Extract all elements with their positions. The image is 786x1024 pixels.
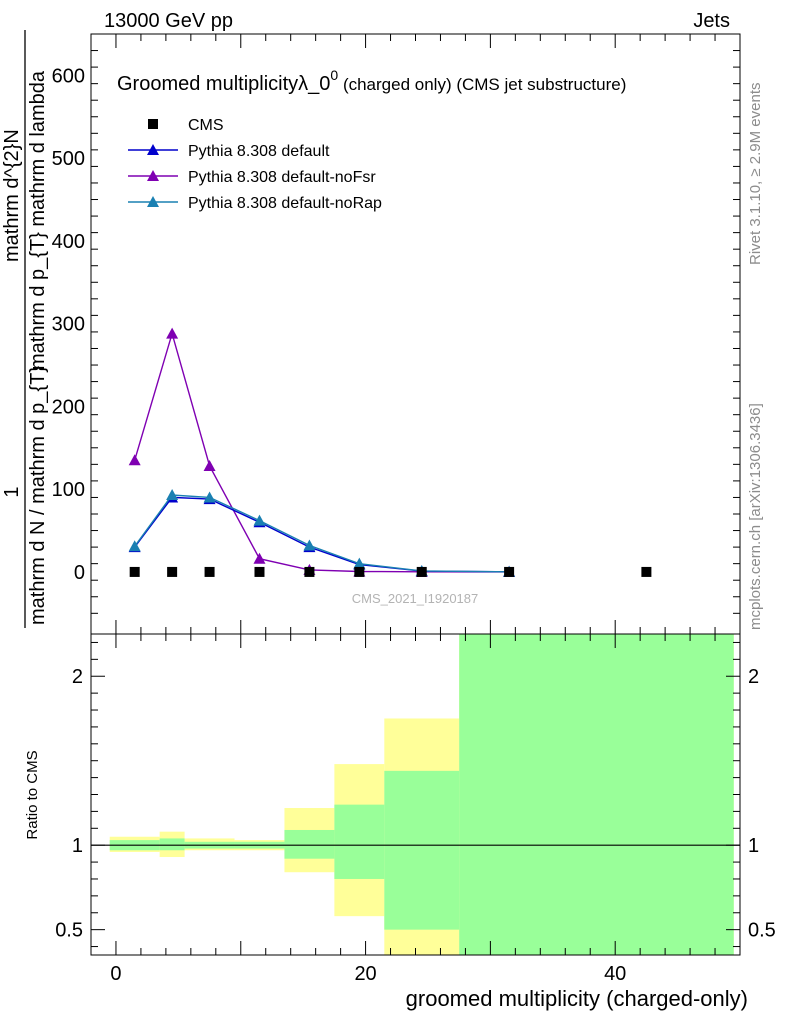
ratio-band-inner xyxy=(384,770,460,930)
data-point xyxy=(641,566,652,577)
ratio-ylabel: Ratio to CMS xyxy=(24,750,41,839)
legend-label: Pythia 8.308 default xyxy=(188,143,330,160)
main-marks xyxy=(128,327,652,577)
series-point xyxy=(166,488,179,500)
legend-label: Pythia 8.308 default-noFsr xyxy=(188,169,376,186)
main-axes: 0 100 200 300 400 500 600 xyxy=(52,33,741,634)
legend-item: Pythia 8.308 default xyxy=(128,143,330,160)
series-point xyxy=(253,552,266,564)
category-label: Jets xyxy=(693,10,730,32)
legend-marker xyxy=(147,170,159,181)
data-point xyxy=(504,566,515,577)
ratio-band-inner xyxy=(284,829,335,859)
series-point xyxy=(128,540,141,552)
main-ytick-label: 500 xyxy=(52,148,85,170)
xlabel: groomed multiplicity (charged-only) xyxy=(406,986,748,1011)
legend-item: CMS xyxy=(148,117,224,134)
series-3 xyxy=(128,488,516,577)
main-title-sup: 0 xyxy=(330,67,338,83)
main-ytick-label: 200 xyxy=(52,396,85,418)
watermark: CMS_2021_I1920187 xyxy=(352,591,479,606)
main-ytick-label: 300 xyxy=(52,314,85,336)
ratio-xtick-label: 40 xyxy=(604,963,626,985)
legend: CMS Pythia 8.308 default Pythia 8.308 defa… xyxy=(128,117,382,212)
main-title-main: Groomed multiplicityλ_0 xyxy=(117,73,330,95)
ratio-panel: 0.5 0.51 12 20 20 40 Ratio to CMS groomed mul… xyxy=(24,633,776,1011)
series-point xyxy=(303,539,316,551)
ratio-xtick-label: 20 xyxy=(354,963,376,985)
ratio-axes: 0.5 0.51 12 20 20 40 xyxy=(55,634,776,985)
legend-item: Pythia 8.308 default-noRap xyxy=(128,195,382,212)
series-point xyxy=(253,514,266,526)
legend-label: Pythia 8.308 default-noRap xyxy=(188,195,382,212)
data-point xyxy=(416,566,427,577)
series-point xyxy=(353,557,366,569)
series-1 xyxy=(128,491,516,577)
main-ytick-label: 100 xyxy=(52,479,85,501)
data-point xyxy=(167,566,178,577)
series-line xyxy=(134,494,510,573)
legend-label: CMS xyxy=(188,117,224,134)
ratio-ytick-label-right: 0.5 xyxy=(748,920,776,942)
main-ylabel: 1 mathrm d N / mathrm d p_{T} mathrm d^{… xyxy=(1,30,49,628)
main-ytick-label: 600 xyxy=(52,65,85,87)
ratio-ytick-label: 1 xyxy=(72,835,83,857)
main-panel: 0 100 200 300 400 500 600 CMS_2021_I1920187 Gr… xyxy=(1,30,741,635)
legend-marker xyxy=(148,119,158,129)
mcplots-label: mcplots.cern.ch [arXiv:1306.3436] xyxy=(747,403,764,630)
ratio-ytick-label-right: 2 xyxy=(748,666,759,688)
series-2 xyxy=(128,327,516,577)
legend-marker xyxy=(147,144,159,155)
ratio-xtick-label: 0 xyxy=(110,963,121,985)
main-title-suffix: (charged only) (CMS jet substructure) xyxy=(338,75,626,94)
ratio-ytick-label: 0.5 xyxy=(55,920,83,942)
rivet-label: Rivet 3.1.10, ≥ 2.9M events xyxy=(747,83,764,266)
energy-label: 13000 GeV pp xyxy=(104,10,233,32)
ylabel-numerator: mathrm d^{2}N xyxy=(1,129,23,262)
main-title: Groomed multiplicityλ_00 (charged only) … xyxy=(117,67,626,95)
ratio-band-inner xyxy=(459,634,734,955)
ratio-bands xyxy=(109,634,734,955)
data-point xyxy=(304,566,315,577)
data-point xyxy=(129,566,140,577)
legend-marker xyxy=(147,196,159,207)
data-point xyxy=(204,566,215,577)
ylabel-denominator: mathrm d p_{T} mathrm d lambda xyxy=(27,70,49,370)
series-line xyxy=(134,331,510,573)
series-0 xyxy=(129,566,652,577)
data-point xyxy=(354,566,365,577)
legend-item: Pythia 8.308 default-noFsr xyxy=(128,169,376,186)
ratio-band-inner xyxy=(159,838,185,851)
ylabel-prefix-den: mathrm d N / mathrm d p_{T} xyxy=(27,366,49,625)
series-point xyxy=(203,460,216,471)
series-point xyxy=(128,454,141,466)
series-point xyxy=(203,491,216,503)
ylabel-prefix-num: 1 xyxy=(1,486,23,497)
series-line xyxy=(134,496,510,573)
data-point xyxy=(254,566,265,577)
main-ytick-label: 0 xyxy=(74,562,85,584)
main-ytick-label: 400 xyxy=(52,231,85,253)
ratio-ytick-label-right: 1 xyxy=(748,835,759,857)
series-point xyxy=(166,327,179,339)
ratio-band-inner xyxy=(334,804,385,879)
ratio-ytick-label: 2 xyxy=(72,666,83,688)
